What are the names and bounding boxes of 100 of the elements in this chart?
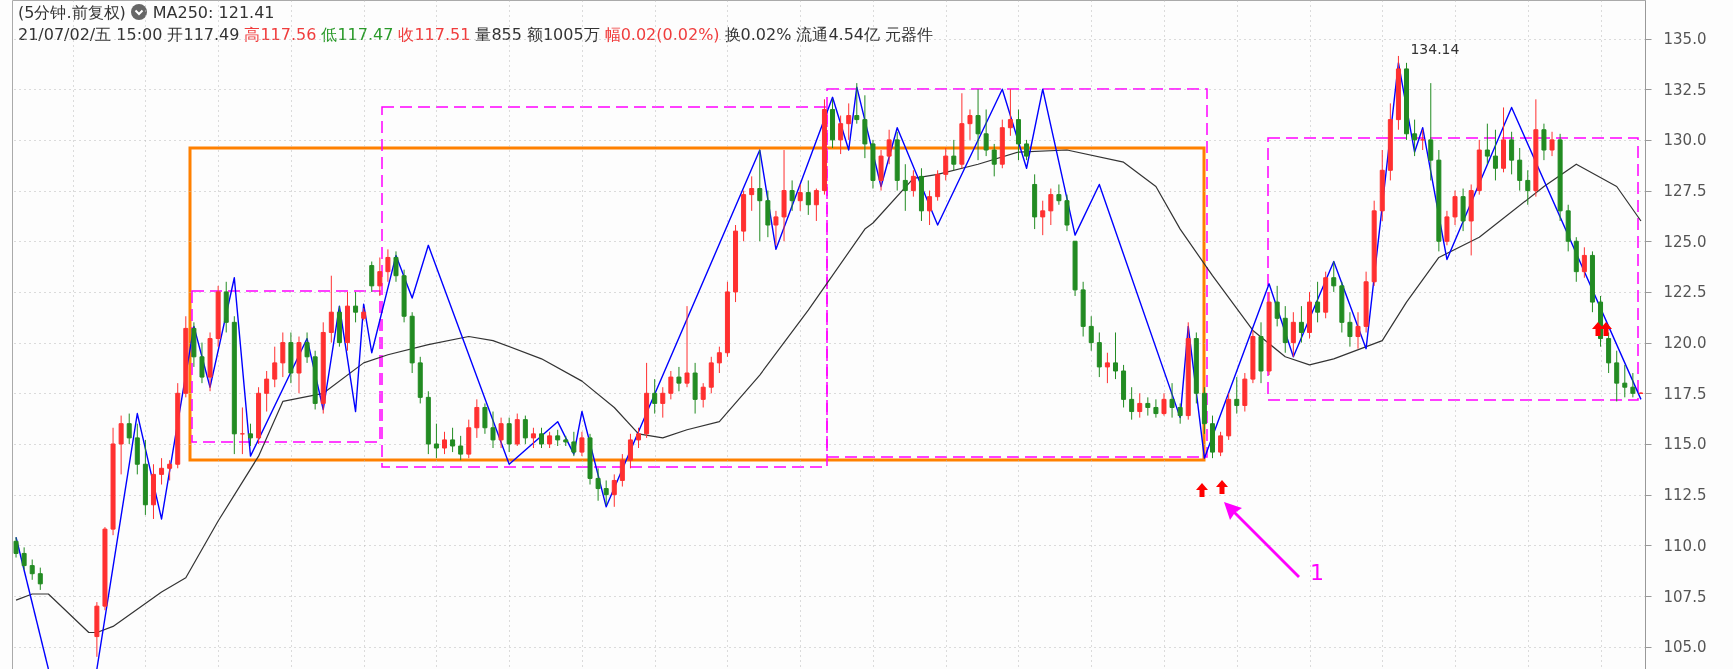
candlestick [902,163,908,212]
y-tick-label: 127.5 [1663,182,1707,201]
annotation: 高117.56 [244,25,317,44]
candlestick [1484,123,1490,165]
candlestick [442,431,447,455]
candlestick [716,346,722,374]
candlestick [846,102,852,141]
candlestick [595,467,601,502]
candlestick [700,382,706,408]
candlestick [490,411,496,449]
candlestick [1145,396,1151,417]
y-tick-label: 110.0 [1663,536,1707,555]
candlestick [1428,82,1434,181]
chart-title: (5分钟.前复权) [18,3,126,22]
candlestick [450,427,456,453]
y-tick-label: 122.5 [1663,283,1707,302]
candlestick [757,149,763,242]
candlestick [1040,200,1046,236]
annotation: 换0.02% [724,25,792,44]
annotation: 量855 [475,25,522,44]
candlestick [522,415,528,445]
candlestick [1088,315,1094,352]
annotation: 低117.47 [321,25,394,44]
y-tick-label: 105.0 [1663,638,1707,657]
annotation: 收117.51 [398,25,471,44]
candlestick [539,427,545,449]
candlestick [159,457,165,486]
candlestick [789,179,795,212]
candlestick [264,370,270,413]
candlestick [37,567,43,591]
candlestick [272,346,278,388]
candlestick [927,190,933,226]
candlestick [1347,311,1353,348]
candlestick [1509,131,1515,175]
y-tick-label: 130.0 [1663,131,1707,150]
candlestick [1007,88,1013,137]
candlestick [1274,285,1280,327]
candlestick [991,143,997,177]
candlestick [967,108,973,141]
candlestick [886,129,892,165]
candlestick [433,423,439,459]
candlestick [530,427,536,449]
candlestick [838,115,844,155]
candlestick [652,378,658,415]
candlestick [377,256,383,297]
candlestick [668,370,674,400]
line-series [15,149,1642,634]
candlestick [1315,281,1321,323]
candlestick [676,366,682,392]
candlestick [1492,129,1498,181]
annotation: 幅0.02(0.02%) [604,25,720,44]
candlestick [571,431,577,457]
y-tick-label: 112.5 [1663,486,1707,505]
candlestick [813,188,819,222]
text: MA250: 121.41 [152,3,275,22]
candlestick [636,427,642,449]
candlestick [684,305,690,388]
candlestick [385,248,391,283]
y-tick-label: 120.0 [1663,334,1707,353]
candlestick [458,435,464,461]
candlestick [328,275,334,344]
candlestick [854,82,860,125]
candlestick [393,250,399,283]
candlestick [1581,246,1587,279]
candlestick [749,175,755,212]
candlestick [369,261,375,293]
candlestick [1234,376,1240,415]
candlestick [1056,183,1062,206]
candlestick [1177,402,1183,425]
candlestick [805,179,811,216]
candlestick [167,459,173,481]
candlestick [1137,392,1143,419]
candlestick [353,291,359,323]
candlestick [603,479,609,506]
candlestick [1412,119,1418,157]
annotation: 额1005万 [526,25,600,44]
candlestick [975,88,981,161]
candlestick [1104,352,1110,384]
candlestick [1024,139,1030,161]
candlestick [118,415,124,475]
annotation: 1 [1310,560,1324,585]
candlestick [1517,147,1523,192]
candlestick [1452,190,1458,226]
candlestick [1112,331,1118,380]
candlestick [1153,398,1159,419]
candlestick [611,473,617,508]
candlestick [29,559,35,581]
candlestick [1622,364,1628,398]
candlestick [1290,311,1296,358]
candlestick [280,331,286,378]
y-tick-label: 135.0 [1663,30,1707,49]
candlestick [797,183,803,212]
y-tick-label: 117.5 [1663,384,1707,403]
candlestick [1161,392,1167,417]
candlestick [1129,386,1135,421]
candlestick [983,108,989,157]
y-tick-label: 125.0 [1663,232,1707,251]
candlestick [619,453,625,488]
candlestick [943,147,949,181]
candlestick [1541,123,1547,161]
